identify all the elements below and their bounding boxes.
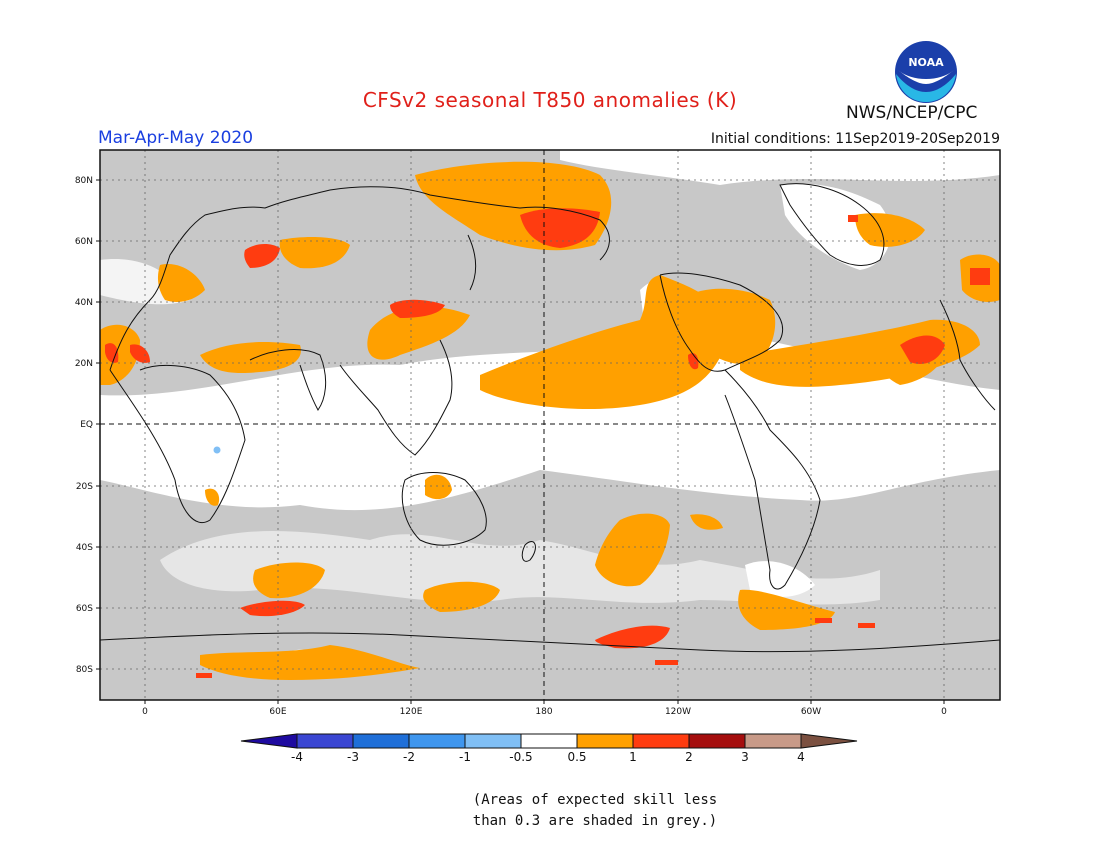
lat-label: EQ (80, 420, 93, 430)
colorbar-label: 3 (741, 750, 749, 764)
latitude-axis: 80N 60N 40N 20N EQ 20S 40S 60S 80S (75, 176, 100, 675)
colorbar-label: -4 (291, 750, 303, 764)
lat-label: 20N (75, 359, 93, 369)
map-shading (100, 150, 1000, 700)
noaa-logo-icon: NOAA (895, 41, 957, 103)
colorbar-box (576, 733, 634, 749)
lon-label: 0 (941, 707, 947, 717)
lat-label: 60N (75, 237, 93, 247)
colorbar-arrow-right (800, 733, 858, 749)
lon-label: 0 (142, 707, 148, 717)
anomaly-blue-spot (213, 446, 221, 454)
agency-label: NWS/NCEP/CPC (846, 103, 978, 123)
colorbar-label: -0.5 (509, 750, 532, 764)
colorbar-arrow-left (240, 733, 298, 749)
colorbar-box (352, 733, 410, 749)
colorbar-box (408, 733, 466, 749)
colorbar-label: 1 (629, 750, 637, 764)
lat-label: 60S (76, 604, 93, 614)
colorbar-label: -3 (347, 750, 359, 764)
colorbar-label: 4 (797, 750, 805, 764)
legend-note-line2: than 0.3 are shaded in grey.) (472, 813, 718, 829)
lat-label: 80N (75, 176, 93, 186)
colorbar-box (744, 733, 802, 749)
colorbar-box (296, 733, 354, 749)
season-label: Mar-Apr-May 2020 (98, 128, 254, 148)
colorbar-label: -1 (459, 750, 471, 764)
graticule (100, 150, 1000, 700)
lat-label: 40S (76, 543, 93, 553)
equator-dateline (100, 150, 1000, 700)
lat-label: 80S (76, 665, 93, 675)
colorbar-box (688, 733, 746, 749)
colorbar: -4 -3 -2 -1 -0.5 0.5 1 2 3 4 (240, 733, 858, 764)
longitude-axis: 0 60E 120E 180 120W 60W 0 (142, 700, 947, 717)
colorbar-label: -2 (403, 750, 415, 764)
lon-label: 60E (269, 707, 286, 717)
colorbar-box (520, 733, 578, 749)
chart-title: CFSv2 seasonal T850 anomalies (K) (362, 88, 738, 112)
colorbar-box (632, 733, 690, 749)
coastlines (100, 183, 1000, 653)
colorbar-box (464, 733, 522, 749)
lon-label: 180 (535, 707, 552, 717)
anomaly-red-regions (105, 208, 990, 678)
lon-label: 60W (801, 707, 821, 717)
legend-note-line1: (Areas of expected skill less (472, 792, 718, 808)
colorbar-label: 0.5 (567, 750, 586, 764)
colorbar-label: 2 (685, 750, 693, 764)
initial-conditions: Initial conditions: 11Sep2019-20Sep2019 (710, 131, 1000, 147)
lat-label: 40N (75, 298, 93, 308)
lon-label: 120E (400, 707, 423, 717)
noaa-logo-text: NOAA (908, 56, 944, 69)
map-frame (99, 149, 1001, 701)
lat-label: 20S (76, 482, 93, 492)
lon-label: 120W (665, 707, 691, 717)
